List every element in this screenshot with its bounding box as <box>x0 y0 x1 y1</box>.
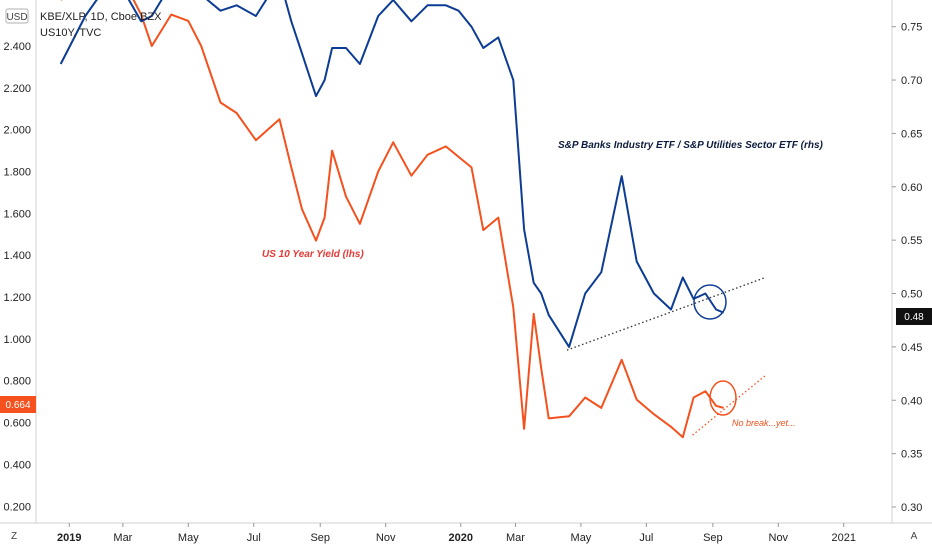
time-tick-label: Nov <box>376 532 396 544</box>
series-line-us10y <box>60 0 724 439</box>
legend-symbol-line: KBE/XLP, 1D, Cboe BZX <box>40 11 162 23</box>
right-axis-ticks: 0.75 0.70 0.65 0.60 0.55 0.50 0.45 0.40 0.35 0.30 <box>892 22 922 514</box>
series-line-kbe-xlp <box>59 0 724 348</box>
right-last-value-text: 0.48 <box>904 312 924 323</box>
right-tick-label: 0.40 <box>901 395 922 407</box>
auto-scale-button[interactable]: A <box>911 531 918 542</box>
yield-annotation: US 10 Year Yield (lhs) <box>262 249 364 260</box>
yield-highlight-circle <box>709 380 737 416</box>
trendlines <box>566 276 766 436</box>
left-last-value-text: 0.664 <box>5 400 30 411</box>
time-tick-label: 2020 <box>449 532 473 544</box>
time-tick-label: May <box>178 532 199 544</box>
time-axis-ticks: 2019 Mar May Jul Sep Nov 2020 Mar May Jul Sep Nov 20… <box>57 523 856 544</box>
right-tick-label: 0.35 <box>901 449 922 461</box>
ratio-highlight-circle <box>693 284 727 320</box>
left-tick-label: 1.600 <box>3 208 31 220</box>
trendline-0 <box>566 276 766 351</box>
time-tick-label: Sep <box>703 532 723 544</box>
right-tick-label: 0.75 <box>901 22 922 34</box>
ratio-annotation: S&P Banks Industry ETF / S&P Utilities S… <box>558 140 824 151</box>
left-axis-ticks: 2.400 2.200 2.000 1.800 1.600 1.400 1.200 1.000… <box>3 41 31 513</box>
time-tick-label: 2019 <box>57 532 81 544</box>
left-tick-label: 0.600 <box>3 418 31 430</box>
time-tick-label: Sep <box>310 532 330 544</box>
time-tick-label: Mar <box>113 532 132 544</box>
legend-second-line: US10Y, TVC <box>40 27 101 39</box>
left-tick-label: 1.200 <box>3 292 31 304</box>
left-tick-label: 1.000 <box>3 334 31 346</box>
left-tick-label: 0.200 <box>3 501 31 513</box>
right-tick-label: 0.50 <box>901 289 922 301</box>
right-last-value-badge <box>896 308 932 325</box>
left-tick-label: 0.400 <box>3 459 31 471</box>
right-tick-label: 0.45 <box>901 342 922 354</box>
left-tick-label: 2.000 <box>3 125 31 137</box>
time-tick-label: Nov <box>769 532 789 544</box>
left-tick-label: 2.400 <box>3 41 31 53</box>
currency-unit-label: USD <box>6 12 27 23</box>
zoom-toggle-button[interactable]: Z <box>11 531 17 542</box>
right-tick-label: 0.30 <box>901 502 922 514</box>
no-break-annotation: No break...yet... <box>732 418 796 428</box>
left-tick-label: 2.200 <box>3 83 31 95</box>
time-tick-label: Jul <box>639 532 653 544</box>
left-tick-label: 1.400 <box>3 250 31 262</box>
series-layer <box>59 0 724 439</box>
right-tick-label: 0.65 <box>901 128 922 140</box>
left-last-value-badge <box>0 396 36 413</box>
left-tick-label: 0.800 <box>3 376 31 388</box>
currency-unit-box[interactable] <box>5 8 29 24</box>
left-tick-label: 1.800 <box>3 167 31 179</box>
time-tick-label: May <box>571 532 592 544</box>
time-tick-label: 2021 <box>831 532 855 544</box>
right-tick-label: 0.55 <box>901 235 922 247</box>
right-tick-label: 0.70 <box>901 75 922 87</box>
time-tick-label: Mar <box>506 532 525 544</box>
right-tick-label: 0.60 <box>901 182 922 194</box>
time-tick-label: Jul <box>247 532 261 544</box>
